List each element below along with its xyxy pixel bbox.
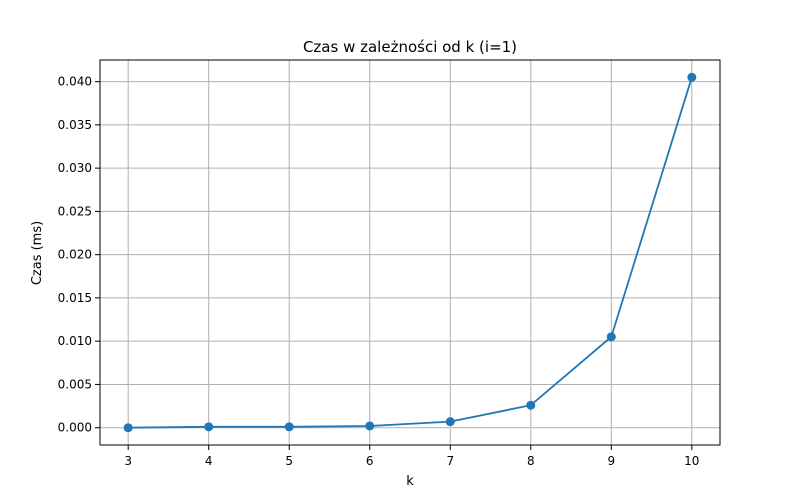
y-tick-label: 0.015 — [58, 291, 92, 305]
y-tick-label: 0.005 — [58, 377, 92, 391]
x-tick-label: 6 — [366, 454, 374, 468]
y-tick-label: 0.000 — [58, 421, 92, 435]
x-axis-label: k — [406, 474, 414, 489]
x-tick-label: 7 — [446, 454, 454, 468]
data-point — [606, 332, 616, 342]
x-tick-label: 5 — [285, 454, 293, 468]
data-point — [284, 422, 294, 432]
y-tick-label: 0.030 — [58, 161, 92, 175]
series-layer — [123, 72, 697, 433]
series-line — [128, 77, 693, 429]
x-tick-label: 8 — [527, 454, 535, 468]
y-tick-label: 0.035 — [58, 118, 92, 132]
y-tick-label: 0.040 — [58, 75, 92, 89]
x-tick-label: 3 — [124, 454, 132, 468]
x-tick-label: 9 — [607, 454, 615, 468]
axis-ticks: 3 4 5 6 7 8 9 10 0.000 0.005 0.010 0.015 0.020 0.025 0… — [58, 75, 700, 468]
y-axis-label: Czas (ms) — [30, 221, 45, 285]
y-tick-label: 0.025 — [58, 204, 92, 218]
y-tick-label: 0.020 — [58, 248, 92, 262]
data-point — [526, 400, 536, 410]
data-point — [365, 421, 375, 431]
data-point — [204, 422, 214, 432]
data-point — [445, 417, 455, 427]
chart-title: Czas w zależności od k (i=1) — [303, 38, 517, 56]
data-point — [687, 72, 697, 82]
data-point — [123, 423, 133, 433]
x-tick-label: 10 — [684, 454, 699, 468]
x-tick-label: 4 — [205, 454, 213, 468]
plot-frame — [99, 59, 721, 446]
y-tick-label: 0.010 — [58, 334, 92, 348]
